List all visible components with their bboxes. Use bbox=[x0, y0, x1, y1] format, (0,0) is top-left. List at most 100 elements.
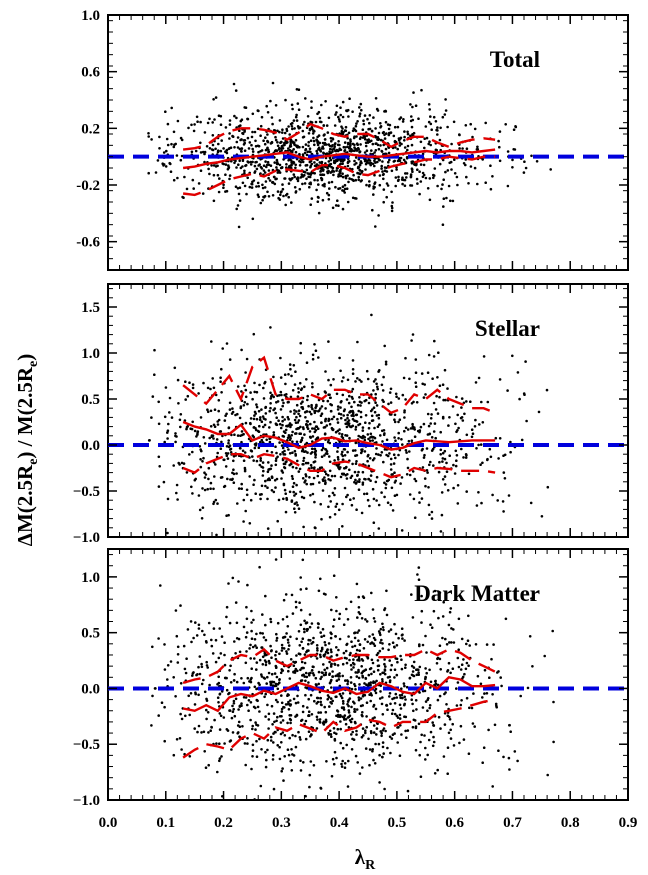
scatter-point bbox=[235, 680, 239, 684]
scatter-point bbox=[258, 463, 262, 467]
scatter-point bbox=[273, 672, 277, 675]
upper-percentile-line bbox=[182, 647, 496, 685]
scatter-point bbox=[465, 147, 469, 150]
scatter-point bbox=[274, 698, 278, 702]
scatter-point bbox=[322, 663, 325, 666]
scatter-point bbox=[301, 175, 304, 178]
scatter-point bbox=[232, 82, 236, 86]
scatter-point bbox=[313, 466, 316, 469]
scatter-point bbox=[225, 514, 228, 517]
scatter-point bbox=[370, 129, 374, 133]
scatter-point bbox=[205, 145, 209, 148]
scatter-point bbox=[249, 718, 252, 722]
scatter-point bbox=[403, 178, 407, 182]
scatter-point bbox=[443, 483, 447, 486]
scatter-point bbox=[318, 141, 322, 145]
scatter-point bbox=[393, 668, 397, 671]
scatter-point bbox=[298, 652, 302, 656]
scatter-point bbox=[452, 641, 456, 644]
scatter-point bbox=[416, 168, 419, 171]
scatter-point bbox=[339, 475, 343, 479]
scatter-point bbox=[410, 125, 414, 129]
scatter-point bbox=[202, 436, 206, 439]
scatter-point bbox=[369, 152, 372, 156]
scatter-point bbox=[341, 454, 345, 458]
scatter-point bbox=[423, 734, 426, 737]
scatter-point bbox=[336, 417, 339, 421]
scatter-point bbox=[268, 409, 272, 413]
scatter-point bbox=[475, 447, 478, 450]
scatter-point bbox=[294, 605, 298, 609]
scatter-point bbox=[222, 458, 225, 462]
scatter-point bbox=[226, 457, 230, 460]
scatter-point bbox=[214, 96, 218, 99]
scatter-point bbox=[338, 170, 341, 173]
y-tick-label: 1.0 bbox=[81, 8, 100, 24]
scatter-point bbox=[304, 671, 308, 675]
scatter-point bbox=[346, 680, 350, 683]
scatter-point bbox=[246, 176, 249, 180]
scatter-point bbox=[151, 645, 154, 649]
scatter-point bbox=[278, 394, 281, 397]
scatter-point bbox=[302, 456, 306, 460]
scatter-point bbox=[405, 736, 408, 739]
scatter-point bbox=[374, 401, 377, 405]
scatter-point bbox=[191, 178, 195, 182]
scatter-point bbox=[274, 459, 278, 463]
scatter-point bbox=[444, 398, 447, 402]
scatter-point bbox=[483, 668, 487, 672]
scatter-point bbox=[506, 184, 510, 188]
scatter-point bbox=[326, 166, 329, 170]
scatter-point bbox=[424, 393, 427, 396]
scatter-point bbox=[271, 723, 274, 726]
scatter-point bbox=[325, 760, 328, 763]
scatter-point bbox=[306, 115, 310, 118]
scatter-point bbox=[266, 748, 269, 752]
scatter-point bbox=[217, 190, 221, 194]
scatter-point bbox=[381, 440, 384, 443]
scatter-point bbox=[294, 115, 298, 119]
scatter-point bbox=[424, 746, 427, 750]
scatter-point bbox=[255, 632, 258, 636]
scatter-point bbox=[341, 699, 345, 703]
scatter-point bbox=[322, 723, 326, 726]
scatter-point bbox=[374, 378, 377, 381]
scatter-point bbox=[246, 737, 249, 740]
scatter-point bbox=[225, 189, 229, 193]
scatter-point bbox=[436, 412, 440, 415]
scatter-point bbox=[208, 172, 211, 176]
scatter-point bbox=[373, 159, 376, 163]
scatter-point bbox=[287, 166, 291, 169]
scatter-point bbox=[382, 188, 386, 191]
scatter-point bbox=[418, 753, 422, 757]
scatter-point bbox=[270, 476, 274, 480]
scatter-point bbox=[401, 176, 404, 179]
scatter-point bbox=[399, 707, 403, 710]
scatter-point bbox=[379, 122, 382, 125]
scatter-point bbox=[416, 182, 419, 185]
scatter-point bbox=[341, 692, 345, 695]
scatter-point bbox=[342, 623, 346, 626]
scatter-point bbox=[343, 187, 347, 191]
scatter-point bbox=[447, 424, 450, 427]
scatter-point bbox=[358, 480, 361, 484]
scatter-point bbox=[246, 583, 249, 587]
scatter-point bbox=[498, 437, 502, 440]
scatter-point bbox=[346, 174, 349, 177]
scatter-point bbox=[422, 422, 426, 426]
scatter-point bbox=[191, 386, 195, 390]
scatter-point bbox=[320, 635, 323, 638]
scatter-point bbox=[302, 761, 305, 764]
scatter-point bbox=[406, 144, 410, 148]
scatter-point bbox=[176, 378, 180, 382]
scatter-point bbox=[290, 125, 294, 128]
scatter-point bbox=[220, 755, 223, 758]
scatter-point bbox=[379, 641, 382, 644]
scatter-point bbox=[449, 607, 453, 610]
scatter-point bbox=[388, 391, 392, 394]
scatter-point bbox=[284, 703, 288, 706]
scatter-point bbox=[518, 397, 521, 401]
scatter-point bbox=[351, 359, 355, 362]
scatter-point bbox=[255, 185, 258, 188]
scatter-point bbox=[524, 360, 527, 363]
